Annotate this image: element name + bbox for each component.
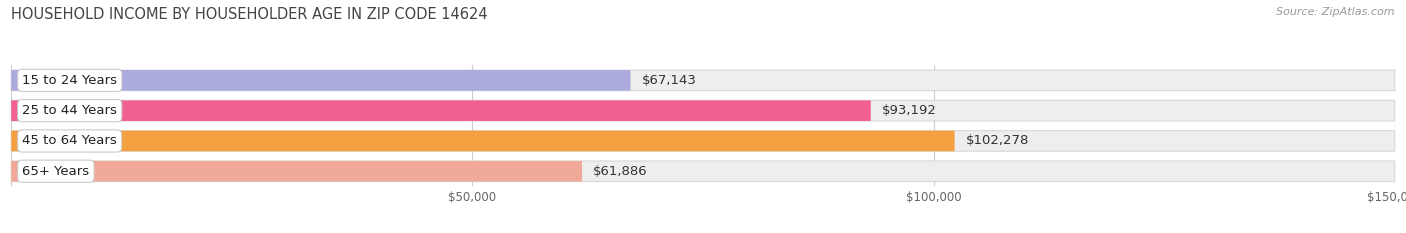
- FancyBboxPatch shape: [11, 100, 1395, 121]
- FancyBboxPatch shape: [11, 131, 1395, 151]
- Text: HOUSEHOLD INCOME BY HOUSEHOLDER AGE IN ZIP CODE 14624: HOUSEHOLD INCOME BY HOUSEHOLDER AGE IN Z…: [11, 7, 488, 22]
- Text: $93,192: $93,192: [882, 104, 936, 117]
- Text: 25 to 44 Years: 25 to 44 Years: [22, 104, 117, 117]
- Text: 45 to 64 Years: 45 to 64 Years: [22, 134, 117, 147]
- Text: 65+ Years: 65+ Years: [22, 165, 90, 178]
- Text: 15 to 24 Years: 15 to 24 Years: [22, 74, 117, 87]
- FancyBboxPatch shape: [11, 70, 630, 91]
- FancyBboxPatch shape: [11, 70, 1395, 91]
- Text: $61,886: $61,886: [593, 165, 648, 178]
- FancyBboxPatch shape: [11, 161, 582, 182]
- FancyBboxPatch shape: [11, 161, 1395, 182]
- Text: $102,278: $102,278: [966, 134, 1029, 147]
- FancyBboxPatch shape: [11, 131, 955, 151]
- Text: $67,143: $67,143: [641, 74, 696, 87]
- Text: Source: ZipAtlas.com: Source: ZipAtlas.com: [1277, 7, 1395, 17]
- FancyBboxPatch shape: [11, 100, 870, 121]
